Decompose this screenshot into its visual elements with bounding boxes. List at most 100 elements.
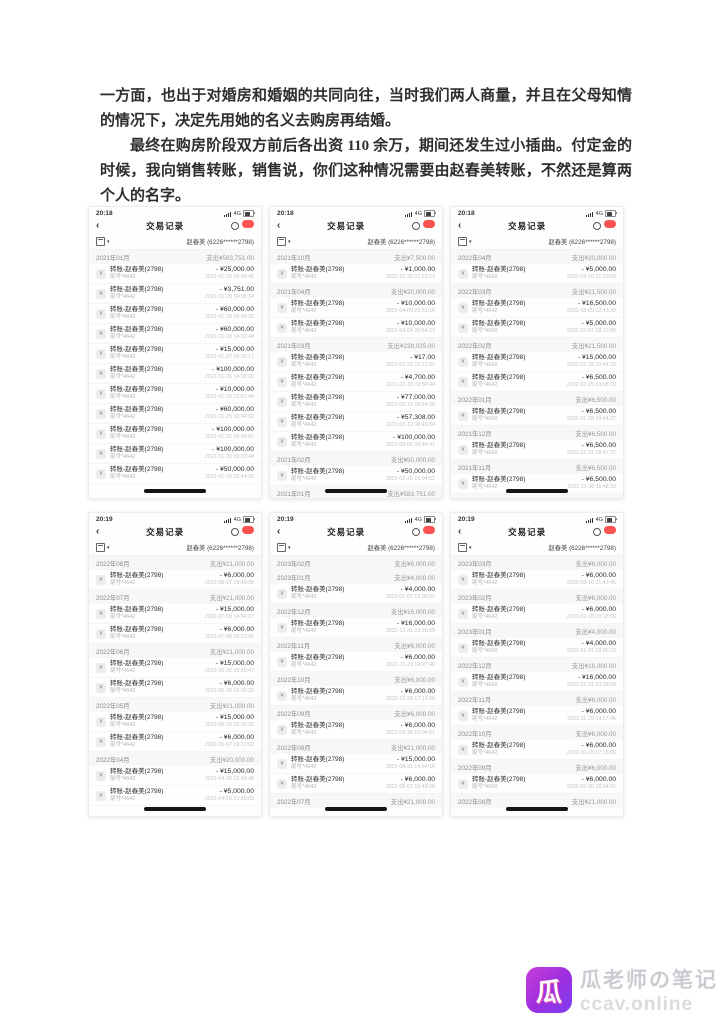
- transaction-row[interactable]: ¥ 转账-赵春美(2798) 尾号*4642- ¥100,000.00 2021-01…: [89, 364, 261, 384]
- transaction-row[interactable]: ¥ 转账-赵春美(2798) 尾号*4642- ¥50,000.00 2021-01-…: [89, 464, 261, 484]
- date-filter-button[interactable]: ▾: [458, 543, 472, 552]
- notification-badge[interactable]: [603, 525, 616, 534]
- home-indicator[interactable]: [144, 807, 206, 811]
- transaction-row[interactable]: ¥ 转账-赵春美(2798) 尾号*4642- ¥100,000.00 2021-01…: [89, 444, 261, 464]
- customer-service-icon[interactable]: [592, 528, 601, 536]
- back-icon[interactable]: ‹: [458, 220, 462, 231]
- transaction-row[interactable]: ¥ 转账-赵春美(2798) 尾号*4642- ¥16,000.00 2022-12-…: [451, 672, 623, 692]
- transaction-name: 转账-赵春美(2798): [291, 620, 345, 627]
- customer-service-icon[interactable]: [411, 222, 420, 230]
- notification-badge[interactable]: [422, 525, 435, 534]
- transaction-row[interactable]: ¥ 转账-赵春美(2798) 尾号*4642- ¥10,000.00 2021-04-…: [270, 298, 442, 318]
- date-filter-button[interactable]: ▾: [277, 543, 291, 552]
- customer-service-icon[interactable]: [230, 528, 239, 536]
- home-indicator[interactable]: [144, 489, 206, 493]
- transaction-row[interactable]: ¥ 转账-赵春美(2798) 尾号*4642- ¥77,000.00 2021-03-…: [270, 392, 442, 412]
- home-indicator[interactable]: [325, 807, 387, 811]
- transaction-main: 转账-赵春美(2798) 尾号*4642: [110, 680, 205, 695]
- transaction-row[interactable]: ¥ 转账-赵春美(2798) 尾号*4642- ¥4,000.00 2023-01-0…: [270, 584, 442, 604]
- transaction-amount: - ¥15,000.00: [215, 606, 254, 613]
- notification-badge[interactable]: [241, 219, 254, 228]
- transaction-row[interactable]: ¥ 转账-赵春美(2798) 尾号*4642- ¥15,000.00 2022-02-…: [451, 352, 623, 372]
- back-icon[interactable]: ‹: [277, 220, 281, 231]
- transaction-row[interactable]: ¥ 转账-赵春美(2798) 尾号*4642- ¥4,700.00 2021-03-1…: [270, 372, 442, 392]
- transaction-row[interactable]: ¥ 转账-赵春美(2798) 尾号*4642- ¥5,000.00 2022-03-0…: [451, 318, 623, 338]
- transaction-row[interactable]: ¥ 转账-赵春美(2798) 尾号*4642- ¥60,000.00 2021-01-…: [89, 304, 261, 324]
- calendar-icon: [96, 237, 105, 246]
- transaction-row[interactable]: ¥ 转账-赵春美(2798) 尾号*4642- ¥10,000.00 2021-04-…: [270, 318, 442, 338]
- transaction-row[interactable]: ¥ 转账-赵春美(2798) 尾号*4642- ¥16,500.00 2022-03-…: [451, 298, 623, 318]
- transaction-row[interactable]: ¥ 转账-赵春美(2798) 尾号*4642- ¥17.00 2021-03-20 1…: [270, 352, 442, 372]
- customer-service-icon[interactable]: [411, 528, 420, 536]
- transaction-row[interactable]: ¥ 转账-赵春美(2798) 尾号*4642- ¥10,000.00 2021-01-…: [89, 384, 261, 404]
- transaction-row[interactable]: ¥ 转账-赵春美(2798) 尾号*4642- ¥100,000.00 2021-01…: [89, 424, 261, 444]
- back-icon[interactable]: ‹: [458, 526, 462, 537]
- month-expense-total: 支出¥21,500.00: [571, 342, 616, 350]
- customer-service-icon[interactable]: [230, 222, 239, 230]
- transaction-name: 转账-赵春美(2798): [110, 326, 164, 333]
- date-filter-button[interactable]: ▾: [458, 237, 472, 246]
- transaction-card-label: 尾号*4642: [291, 628, 317, 634]
- transaction-row[interactable]: ¥ 转账-赵春美(2798) 尾号*4642- ¥6,000.00 2022-08-0…: [270, 774, 442, 794]
- notification-badge[interactable]: [241, 525, 254, 534]
- transaction-row[interactable]: ¥ 转账-赵春美(2798) 尾号*4642- ¥60,000.00 2021-01-…: [89, 404, 261, 424]
- transaction-row[interactable]: ¥ 转账-赵春美(2798) 尾号*4642- ¥5,000.00 2022-04-1…: [89, 786, 261, 806]
- transaction-row[interactable]: ¥ 转账-赵春美(2798) 尾号*4642- ¥3,751.00 2021-01-2…: [89, 284, 261, 304]
- transaction-main: 转账-赵春美(2798) 尾号*4642: [110, 426, 205, 441]
- transaction-row[interactable]: ¥ 转账-赵春美(2798) 尾号*4642- ¥6,000.00 2023-02-2…: [451, 604, 623, 624]
- back-icon[interactable]: ‹: [96, 526, 100, 537]
- transaction-row[interactable]: ¥ 转账-赵春美(2798) 尾号*4642- ¥5,000.00 2022-04-1…: [451, 264, 623, 284]
- notification-badge[interactable]: [422, 219, 435, 228]
- transaction-row[interactable]: ¥ 转账-赵春美(2798) 尾号*4642- ¥100,000.00 2021-03…: [270, 432, 442, 452]
- transfer-icon: ¥: [458, 356, 468, 367]
- transaction-values: - ¥60,000.00 2021-01-28 14:01:48: [205, 326, 254, 341]
- transaction-main: 转账-赵春美(2798) 尾号*4642: [472, 742, 567, 757]
- transaction-row[interactable]: ¥ 转账-赵春美(2798) 尾号*4642- ¥6,000.00 2022-08-0…: [89, 570, 261, 590]
- account-label: 赵春美 (6226******2798): [367, 545, 435, 552]
- transaction-row[interactable]: ¥ 转账-赵春美(2798) 尾号*4642- ¥60,000.00 2021-01-…: [89, 324, 261, 344]
- transaction-row[interactable]: ¥ 转账-赵春美(2798) 尾号*4642- ¥15,000.00 2022-07-…: [89, 604, 261, 624]
- date-filter-button[interactable]: ▾: [277, 237, 291, 246]
- transaction-row[interactable]: ¥ 转账-赵春美(2798) 尾号*4642- ¥6,000.00 2023-03-1…: [451, 570, 623, 590]
- transaction-card-label: 尾号*4642: [110, 634, 136, 640]
- transaction-row[interactable]: ¥ 转账-赵春美(2798) 尾号*4642- ¥16,000.00 2022-12-…: [270, 618, 442, 638]
- article-paragraph-2: 最终在购房阶段双方前后各出资 110 余万，期间还发生过小插曲。付定金的时候，我…: [100, 138, 632, 204]
- transaction-date: 2022-07-08 19:27:06: [204, 634, 254, 640]
- transaction-row[interactable]: ¥ 转账-赵春美(2798) 尾号*4642- ¥15,000.00 2022-08-…: [270, 754, 442, 774]
- transaction-row[interactable]: ¥ 转账-赵春美(2798) 尾号*4642- ¥50,000.00 2021-02-…: [270, 466, 442, 486]
- home-indicator[interactable]: [506, 489, 568, 493]
- transaction-values: - ¥6,000.00 2022-07-08 19:27:06: [205, 626, 254, 641]
- transaction-row[interactable]: ¥ 转账-赵春美(2798) 尾号*4642- ¥6,000.00 2022-10-2…: [270, 686, 442, 706]
- transaction-row[interactable]: ¥ 转账-赵春美(2798) 尾号*4642- ¥4,000.00 2023-01-0…: [451, 638, 623, 658]
- back-icon[interactable]: ‹: [96, 220, 100, 231]
- notification-badge[interactable]: [603, 219, 616, 228]
- transaction-card-label: 尾号*4642: [110, 668, 136, 674]
- transaction-row[interactable]: ¥ 转账-赵春美(2798) 尾号*4642- ¥6,500.00 2022-01-2…: [451, 406, 623, 426]
- transaction-row[interactable]: ¥ 转账-赵春美(2798) 尾号*4642- ¥6,000.00 2022-09-3…: [451, 774, 623, 794]
- transaction-row[interactable]: ¥ 转账-赵春美(2798) 尾号*4642- ¥57,308.00 2021-03-…: [270, 412, 442, 432]
- back-icon[interactable]: ‹: [277, 526, 281, 537]
- customer-service-icon[interactable]: [592, 222, 601, 230]
- transaction-row[interactable]: ¥ 转账-赵春美(2798) 尾号*4642- ¥6,000.00 2022-07-0…: [89, 624, 261, 644]
- transaction-row[interactable]: ¥ 转账-赵春美(2798) 尾号*4642- ¥1,000.00 2021-10-3…: [270, 264, 442, 284]
- transaction-row[interactable]: ¥ 转账-赵春美(2798) 尾号*4642- ¥15,000.00 2022-06-…: [89, 658, 261, 678]
- battery-icon: [424, 210, 436, 217]
- transaction-row[interactable]: ¥ 转账-赵春美(2798) 尾号*4642- ¥6,000.00 2022-10-2…: [451, 740, 623, 760]
- transaction-row[interactable]: ¥ 转账-赵春美(2798) 尾号*4642- ¥25,000.00 2021-01-…: [89, 264, 261, 284]
- month-header-row: 2022年04月 支出¥20,000.00: [89, 752, 261, 766]
- transaction-row[interactable]: ¥ 转账-赵春美(2798) 尾号*4642- ¥15,000.00 2022-04-…: [89, 766, 261, 786]
- transaction-row[interactable]: ¥ 转账-赵春美(2798) 尾号*4642- ¥6,000.00 2022-11-2…: [451, 706, 623, 726]
- transaction-row[interactable]: ¥ 转账-赵春美(2798) 尾号*4642- ¥6,500.00 2022-02-2…: [451, 372, 623, 392]
- home-indicator[interactable]: [506, 807, 568, 811]
- transaction-row[interactable]: ¥ 转账-赵春美(2798) 尾号*4642- ¥6,000.00 2022-05-0…: [89, 732, 261, 752]
- transaction-row[interactable]: ¥ 转账-赵春美(2798) 尾号*4642- ¥6,000.00 2022-06-2…: [89, 678, 261, 698]
- transaction-row[interactable]: ¥ 转账-赵春美(2798) 尾号*4642- ¥6,000.00 2022-09-3…: [270, 720, 442, 740]
- home-indicator[interactable]: [325, 489, 387, 493]
- transaction-row[interactable]: ¥ 转账-赵春美(2798) 尾号*4642- ¥6,500.00 2021-11-3…: [451, 474, 623, 494]
- transaction-row[interactable]: ¥ 转账-赵春美(2798) 尾号*4642- ¥15,000.00 2021-01-…: [89, 344, 261, 364]
- transaction-row[interactable]: ¥ 转账-赵春美(2798) 尾号*4642- ¥6,500.00 2021-12-3…: [451, 440, 623, 460]
- date-filter-button[interactable]: ▾: [96, 543, 110, 552]
- transaction-row[interactable]: ¥ 转账-赵春美(2798) 尾号*4642- ¥6,000.00 2022-11-2…: [270, 652, 442, 672]
- date-filter-button[interactable]: ▾: [96, 237, 110, 246]
- transaction-row[interactable]: ¥ 转账-赵春美(2798) 尾号*4642- ¥15,000.00 2022-05-…: [89, 712, 261, 732]
